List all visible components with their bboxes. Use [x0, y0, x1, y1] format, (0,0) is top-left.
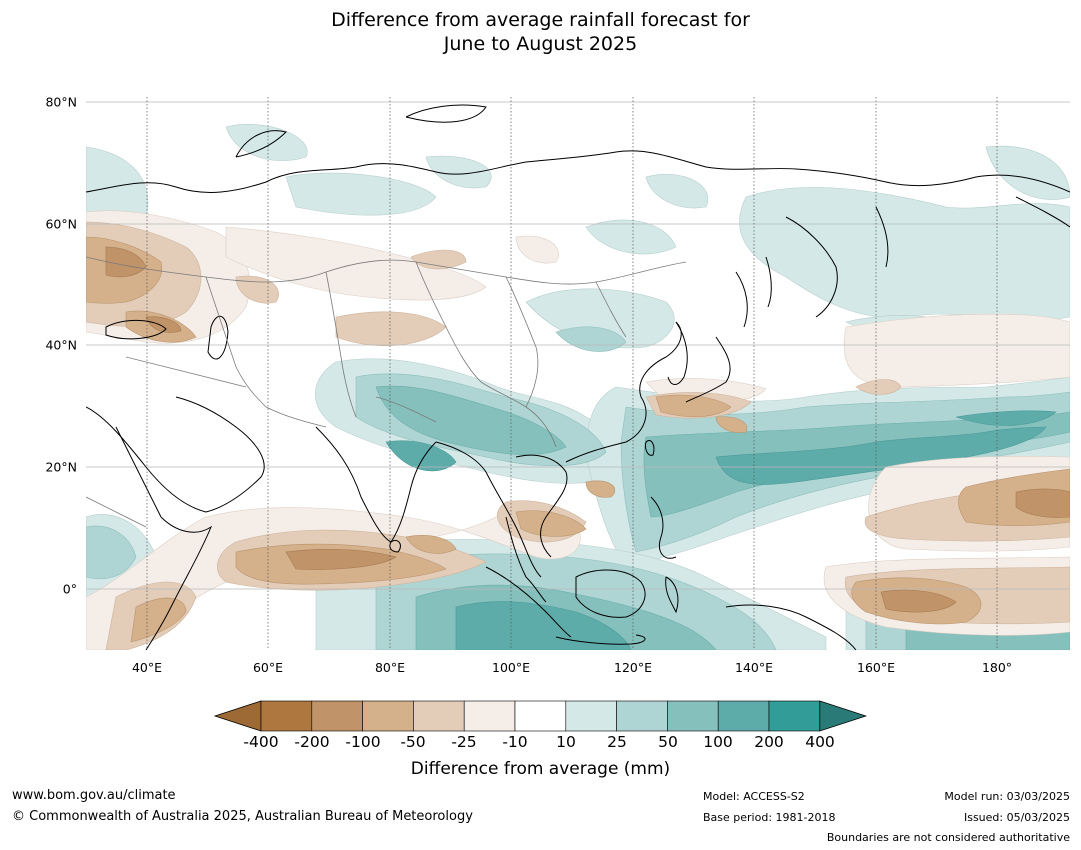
- anomaly-fields: [86, 124, 1070, 650]
- lat-label-60n: 60°N: [45, 216, 77, 232]
- colorbar-arrow-high: [819, 700, 868, 732]
- colorbar-cell: [413, 700, 465, 732]
- colorbar-tick: 200: [754, 733, 784, 751]
- colorbar-label: Difference from average (mm): [410, 759, 671, 779]
- colorbar-cell: [311, 700, 363, 732]
- lat-label-40n: 40°N: [45, 337, 77, 353]
- lon-label-120e: 120°E: [613, 660, 653, 675]
- colorbar-cell: [667, 700, 719, 732]
- model-run-text: Model run: 03/03/2025: [944, 790, 1070, 803]
- lat-label-0: 0°: [62, 581, 77, 597]
- colorbar-tick: -10: [502, 733, 528, 751]
- colorbar-cell: [717, 700, 770, 732]
- website-text: www.bom.gov.au/climate: [12, 788, 176, 803]
- copyright-text: © Commonwealth of Australia 2025, Austra…: [12, 809, 473, 824]
- lat-label-80n: 80°N: [45, 94, 77, 110]
- colorbar-tick: 10: [556, 733, 576, 751]
- lon-label-40e: 40°E: [131, 660, 163, 675]
- colorbar-tick: -400: [243, 733, 279, 751]
- lon-label-60e: 60°E: [252, 660, 284, 675]
- colorbar-cell: [362, 700, 414, 732]
- model-text: Model: ACCESS-S2: [703, 790, 805, 803]
- lon-label-80e: 80°E: [374, 660, 406, 675]
- lat-label-20n: 20°N: [45, 459, 77, 475]
- colorbar-tick: -200: [294, 733, 330, 751]
- colorbar-tick: 100: [703, 733, 733, 751]
- coastlines: [86, 104, 1070, 650]
- colorbar-tick: -100: [345, 733, 381, 751]
- colorbar-cell: [565, 700, 617, 732]
- colorbar-tick: -25: [451, 733, 477, 751]
- country-borders: [86, 256, 687, 528]
- map-title: Difference from average rainfall forecas…: [0, 8, 1081, 56]
- lon-label-160e: 160°E: [856, 660, 896, 675]
- colorbar-tick: 50: [658, 733, 678, 751]
- colorbar-arrow-low: [213, 700, 262, 732]
- colorbar-cell: [514, 700, 567, 732]
- colorbar-tick: 25: [607, 733, 627, 751]
- lon-label-100e: 100°E: [491, 660, 531, 675]
- colorbar-cell: [463, 700, 516, 732]
- rainfall-anomaly-map: [86, 97, 1070, 650]
- colorbar-cell: [616, 700, 668, 732]
- lon-label-140e: 140°E: [734, 660, 774, 675]
- issued-text: Issued: 05/03/2025: [963, 811, 1070, 824]
- colorbar-cell: [260, 700, 313, 732]
- title-line-1: Difference from average rainfall forecas…: [331, 9, 750, 31]
- colorbar-tick: 400: [805, 733, 835, 751]
- colorbar: [213, 700, 868, 732]
- disclaimer-text: Boundaries are not considered authoritat…: [826, 831, 1070, 844]
- base-period-text: Base period: 1981-2018: [703, 811, 836, 824]
- longitude-gridlines: [146, 97, 998, 650]
- lon-label-180: 180°: [981, 660, 1013, 675]
- title-line-2: June to August 2025: [443, 33, 638, 55]
- latitude-gridlines: [86, 101, 1070, 590]
- colorbar-tick: -50: [400, 733, 426, 751]
- colorbar-cell: [768, 700, 821, 732]
- map-canvas: [86, 97, 1070, 650]
